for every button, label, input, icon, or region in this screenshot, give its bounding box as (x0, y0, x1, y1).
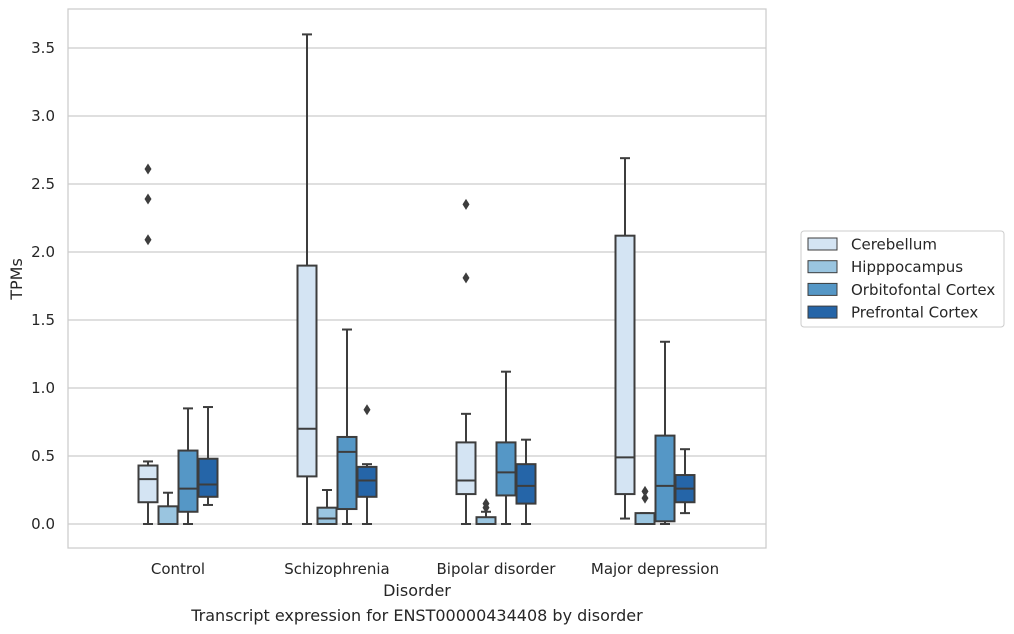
chart-caption: Transcript expression for ENST0000043440… (191, 606, 643, 625)
outlier-point (641, 492, 649, 504)
legend-label: Cerebellum (851, 236, 937, 254)
y-tick-label: 3.5 (31, 39, 55, 57)
legend-swatch (807, 305, 838, 319)
y-tick-label: 2.5 (31, 175, 55, 193)
box-iqr (515, 463, 537, 505)
box-3-0 (197, 406, 219, 506)
x-axis-ticks: Control Schizophrenia Bipolar disorder Majo… (151, 560, 719, 578)
legend-frame (800, 230, 1005, 328)
outlier-point (462, 198, 470, 210)
box-1-3 (634, 485, 656, 525)
box-iqr (157, 505, 179, 526)
box-3-3 (674, 448, 696, 515)
box-0-2 (455, 198, 477, 525)
box-iqr (356, 465, 378, 498)
box-iqr (495, 441, 517, 497)
x-tick-label: Major depression (591, 560, 719, 578)
y-tick-label: 2.0 (31, 243, 55, 261)
x-tick-label: Bipolar disorder (437, 560, 557, 578)
y-tick-label: 3.0 (31, 107, 55, 125)
box-iqr (177, 449, 199, 513)
box-iqr (197, 457, 219, 498)
box-iqr (336, 435, 358, 511)
box-0-1 (296, 33, 318, 525)
box-iqr (614, 234, 636, 496)
box-iqr (475, 516, 497, 526)
outlier-point (144, 193, 152, 205)
y-tick-label: 0.0 (31, 515, 55, 533)
box-3-2 (515, 438, 537, 525)
x-tick-label: Schizophrenia (284, 560, 389, 578)
legend-swatch (807, 237, 838, 251)
outlier-point (482, 498, 490, 510)
y-axis-ticks: 0.0 0.5 1.0 1.5 2.0 2.5 3.0 3.5 (31, 39, 55, 533)
plot-frame (67, 8, 767, 549)
box-2-3 (654, 340, 676, 525)
box-0-0 (137, 163, 159, 525)
box-iqr (296, 264, 318, 478)
outlier-point (363, 404, 371, 416)
outlier-point (144, 163, 152, 175)
x-tick-label: Control (151, 560, 205, 578)
y-axis-label: TPMs (7, 258, 26, 301)
box-iqr (316, 506, 338, 525)
legend-swatch (807, 260, 838, 274)
x-axis-label: Disorder (383, 581, 451, 600)
box-1-2 (475, 498, 497, 526)
outlier-point (144, 234, 152, 246)
legend: Cerebellum Hipppocampus Orbitofontal Corte… (800, 230, 1005, 328)
legend-swatch (807, 282, 838, 296)
legend-label: Prefrontal Cortex (851, 304, 978, 322)
box-2-0 (177, 407, 199, 525)
outlier-point (462, 272, 470, 284)
legend-label: Orbitofontal Cortex (851, 281, 995, 299)
outlier-point (641, 485, 649, 497)
box-iqr (455, 441, 477, 496)
y-tick-label: 1.0 (31, 379, 55, 397)
legend-label: Hipppocampus (851, 258, 963, 276)
box-2-2 (495, 370, 517, 525)
y-tick-label: 1.5 (31, 311, 55, 329)
y-tick-label: 0.5 (31, 447, 55, 465)
box-1-0 (157, 491, 179, 526)
box-iqr (654, 434, 676, 523)
box-3-1 (356, 404, 378, 525)
box-2-1 (336, 328, 358, 525)
box-1-1 (316, 489, 338, 525)
box-iqr (634, 512, 656, 525)
box-plot-series (137, 33, 696, 526)
box-0-3 (614, 157, 636, 520)
box-iqr (137, 464, 159, 504)
